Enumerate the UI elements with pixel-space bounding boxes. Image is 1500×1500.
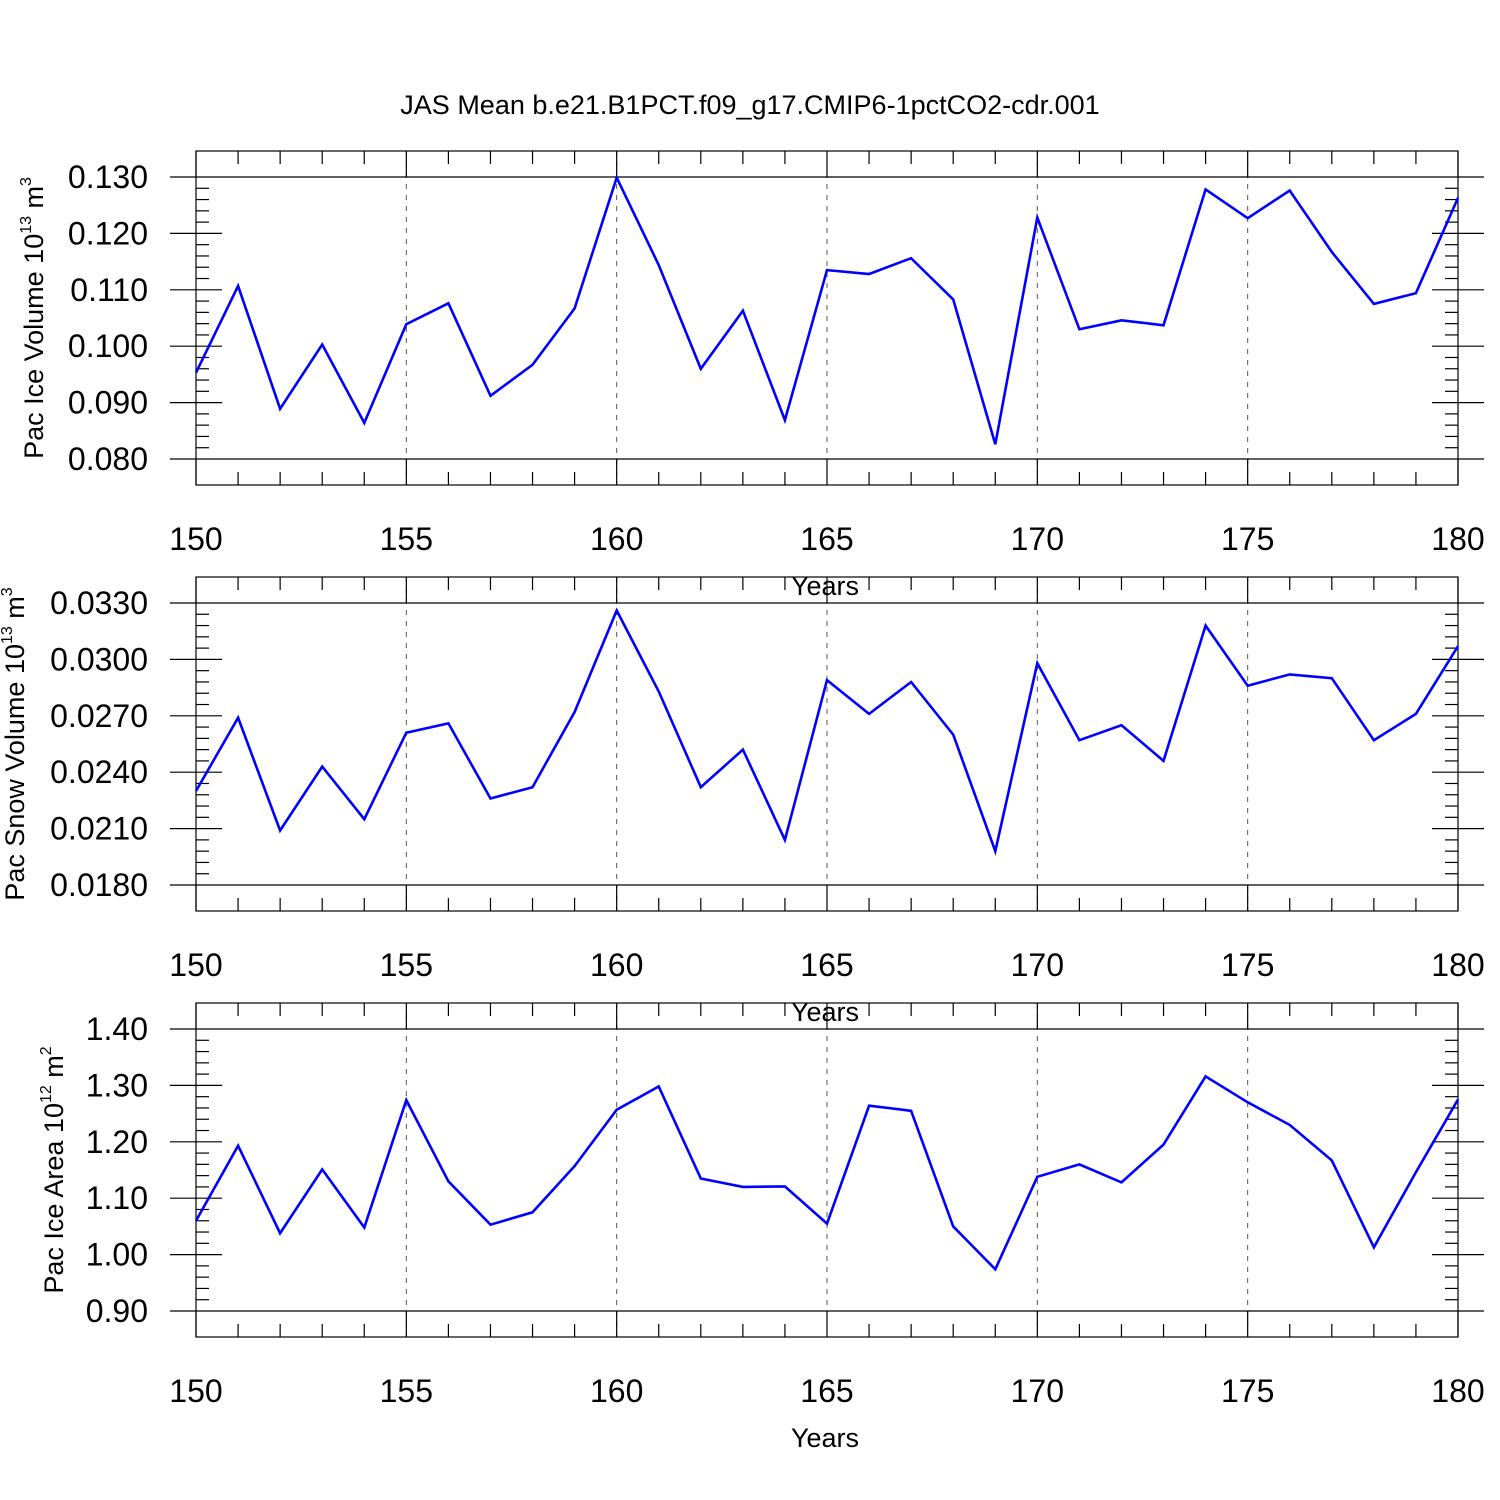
x-tick-label: 160 [590, 1373, 643, 1409]
y-tick-label: 0.0330 [50, 585, 148, 621]
x-tick-label: 170 [1011, 521, 1064, 557]
panel-1: 150 155 160 165 170 175 180 0.080 0.090 0.100 0.11… [18, 150, 1485, 601]
x-tick-label: 160 [590, 521, 643, 557]
panel-2: 150 155 160 165 170 175 180 0.0180 0.0210 0.0240 0… [0, 576, 1485, 1027]
series-line [194, 607, 1460, 856]
x-tick-label: 180 [1431, 947, 1484, 983]
x-axis-label: Years [791, 571, 859, 601]
x-tick-label: 155 [380, 947, 433, 983]
x-tick-label: 160 [590, 947, 643, 983]
y-tick-label: 0.100 [68, 328, 148, 364]
x-tick-label: 180 [1431, 1373, 1484, 1409]
y-tick-label: 0.90 [86, 1293, 148, 1329]
x-tick-label: 180 [1431, 521, 1484, 557]
y-tick-label: 0.110 [70, 272, 148, 308]
y-tick-label: 1.00 [86, 1237, 148, 1273]
x-tick-label: 170 [1011, 947, 1064, 983]
y-tick-label: 0.130 [68, 159, 148, 195]
x-tick-label: 150 [169, 947, 222, 983]
series-line [194, 1074, 1460, 1272]
y-tick-label: 1.30 [86, 1067, 148, 1103]
panel-3: 150 155 160 165 170 175 180 0.90 1.00 1.10 1.20 1.3… [38, 1002, 1485, 1453]
y-tick-label: 0.0240 [50, 754, 148, 790]
x-tick-label: 155 [380, 521, 433, 557]
y-tick-label: 0.0210 [50, 811, 148, 847]
x-axis-label: Years [791, 997, 859, 1027]
x-tick-label: 155 [380, 1373, 433, 1409]
y-tick-label: 1.20 [86, 1124, 148, 1160]
x-tick-label: 165 [800, 521, 853, 557]
y-tick-label: 0.090 [68, 385, 148, 421]
x-tick-label: 165 [800, 1373, 853, 1409]
x-tick-label: 150 [169, 521, 222, 557]
y-tick-label: 1.10 [86, 1180, 148, 1216]
x-tick-label: 175 [1221, 1373, 1274, 1409]
y-axis-label: Pac Snow Volume 1013 m3 [0, 587, 30, 900]
y-tick-label: 0.0180 [50, 867, 148, 903]
chart-title: JAS Mean b.e21.B1PCT.f09_g17.CMIP6-1pctC… [400, 90, 1099, 120]
y-tick-label: 0.0270 [50, 698, 148, 734]
y-tick-label: 0.120 [68, 215, 148, 251]
y-tick-label: 1.40 [86, 1011, 148, 1047]
y-axis-label: Pac Ice Volume 1013 m3 [18, 177, 49, 459]
series-line [194, 174, 1460, 445]
x-tick-label: 165 [800, 947, 853, 983]
x-tick-label: 175 [1221, 521, 1274, 557]
x-tick-label: 150 [169, 1373, 222, 1409]
x-tick-label: 170 [1011, 1373, 1064, 1409]
panels: 150 155 160 165 170 175 180 0.080 0.090 0.100 0.11… [0, 150, 1485, 1453]
x-tick-label: 175 [1221, 947, 1274, 983]
y-axis-label: Pac Ice Area 1012 m2 [38, 1046, 69, 1293]
y-tick-label: 0.0300 [50, 641, 148, 677]
x-axis-label: Years [791, 1423, 859, 1453]
y-tick-label: 0.080 [68, 441, 148, 477]
